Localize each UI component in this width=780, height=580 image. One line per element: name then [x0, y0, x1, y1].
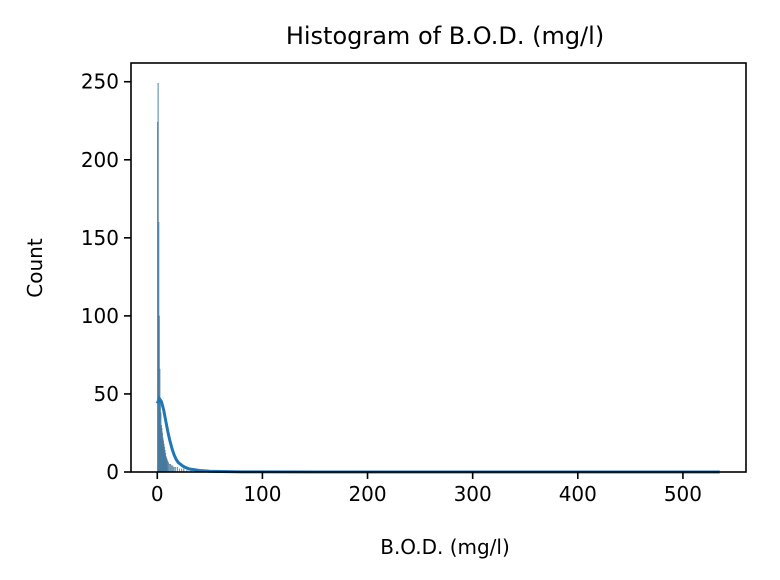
- y-tick-label: 100: [81, 304, 119, 328]
- y-axis-ticks: 0 50 100 150 200 250: [81, 70, 131, 484]
- y-tick-label: 200: [81, 148, 119, 172]
- histogram-bar: [167, 462, 170, 473]
- y-tick-label: 50: [94, 382, 119, 406]
- x-axis-label: B.O.D. (mg/l): [380, 535, 510, 559]
- histogram-bar: [167, 460, 169, 473]
- histogram-bar: [168, 464, 171, 473]
- y-tick-label: 150: [81, 226, 119, 250]
- chart-title: Histogram of B.O.D. (mg/l): [286, 22, 604, 50]
- plot-frame: [130, 62, 747, 473]
- histogram-bar: [170, 464, 172, 473]
- x-tick-label: 500: [664, 482, 702, 506]
- y-tick-label: 0: [106, 460, 119, 484]
- x-tick-label: 100: [243, 482, 281, 506]
- histogram-bar: [172, 465, 174, 473]
- x-tick-label: 200: [348, 482, 386, 506]
- histogram-bar: [171, 465, 173, 473]
- x-tick-label: 0: [151, 482, 164, 506]
- y-tick-label: 250: [81, 70, 119, 94]
- x-axis-ticks: 0 100 200 300 400 500: [151, 472, 702, 506]
- x-tick-label: 300: [454, 482, 492, 506]
- y-axis-label: Count: [23, 238, 47, 298]
- x-tick-label: 400: [559, 482, 597, 506]
